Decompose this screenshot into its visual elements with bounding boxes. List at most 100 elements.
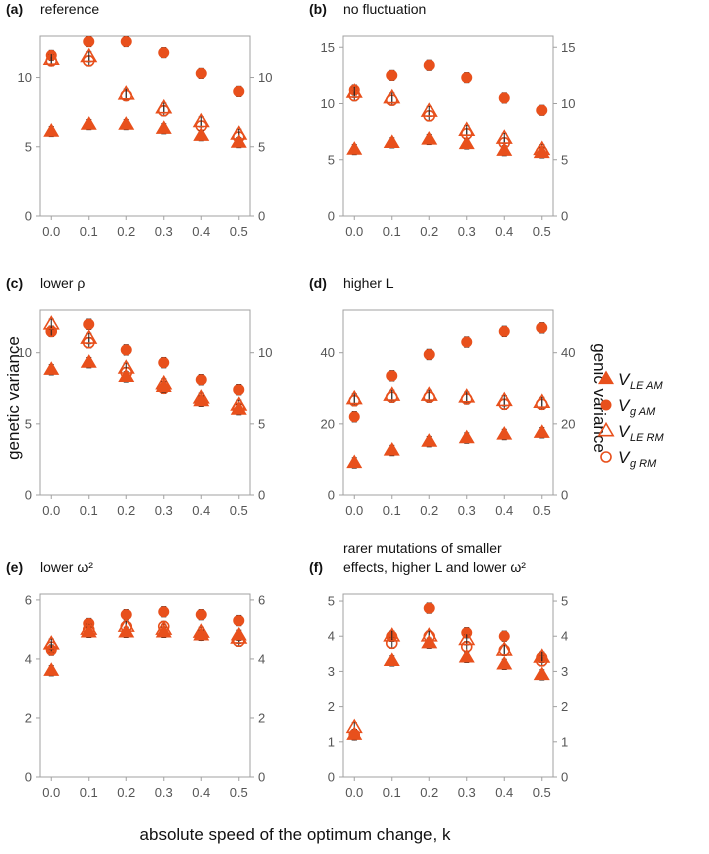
data-point-VLE_RM (80, 47, 98, 63)
x-tick-label: 0.2 (117, 224, 135, 239)
data-point-VLE_RM (495, 641, 513, 656)
series-Vg_RM (45, 620, 245, 653)
panel-letter: (e) (6, 559, 23, 575)
data-point-VLE_RM (383, 88, 401, 104)
x-tick-label: 0.0 (42, 224, 60, 239)
series-VLE_RM (42, 617, 248, 650)
y-tick-label-left: 40 (321, 345, 335, 360)
y-tick-label-right: 5 (258, 139, 265, 154)
series-Vg_RM (45, 325, 245, 414)
data-point-VLE_RM (533, 648, 551, 663)
x-tick-label: 0.3 (155, 224, 173, 239)
x-tick-label: 0.3 (155, 503, 173, 518)
legend-sublabel: LE RM (630, 432, 664, 444)
data-point-Vg_AM (233, 85, 245, 97)
x-axis-title: absolute speed of the optimum change, k (140, 825, 451, 844)
panel-title: effects, higher L and lower ω² (343, 559, 526, 575)
y-tick-label-right: 40 (561, 345, 575, 360)
y-tick-label-right: 10 (258, 345, 272, 360)
data-point-VLE_RM (80, 329, 98, 344)
legend-item-VLE_AM: V LE AM (598, 370, 663, 392)
x-tick-label: 0.2 (117, 503, 135, 518)
data-point-Vg_AM (158, 357, 170, 369)
data-point-VLE_RM (533, 393, 551, 408)
data-point-VLE_AM (458, 135, 475, 150)
x-tick-label: 0.3 (458, 224, 476, 239)
data-point-VLE_AM (80, 623, 97, 638)
data-point-VLE_AM (155, 623, 172, 638)
panel-e: (e) lower ω² 0 0 2 2 4 4 6 6 0.0 0.1 0.2 0.3 0.4 0.5 (6, 559, 265, 800)
y-tick-label-left: 0 (25, 770, 32, 785)
y-tick-label-right: 4 (258, 651, 265, 666)
data-point-VLE_AM (496, 142, 513, 156)
legend-label: V (618, 422, 631, 441)
y-tick-label-right: 0 (258, 488, 265, 503)
data-point-VLE_RM (155, 98, 173, 114)
legend-label: V (618, 448, 631, 467)
data-point-Vg_AM (120, 36, 132, 48)
series-VLE_RM (345, 386, 551, 409)
series-Vg_RM (348, 89, 548, 158)
x-tick-label: 0.1 (383, 785, 401, 800)
y-tick-label-left: 15 (321, 40, 335, 55)
data-point-Vg_AM (536, 322, 548, 334)
data-point-VLE_RM (383, 627, 401, 642)
data-point-VLE_AM (383, 134, 400, 149)
data-point-VLE_AM (43, 662, 60, 676)
panel-title: lower ω² (40, 559, 93, 575)
y-tick-label-right: 10 (258, 70, 272, 85)
y-tick-label-left: 2 (328, 699, 335, 714)
data-point-VLE_RM (345, 389, 363, 405)
panel-frame (39, 309, 251, 496)
data-point-Vg_AM (498, 630, 510, 642)
y-tick-label-left: 4 (25, 651, 32, 666)
panel-f: (f) rarer mutations of smaller effects, hi… (309, 540, 568, 800)
data-point-Vg_AM (536, 104, 548, 116)
x-tick-label: 0.5 (230, 785, 248, 800)
data-point-VLE_RM (495, 391, 513, 407)
y-tick-label-right: 0 (561, 209, 568, 224)
data-point-VLE_AM (43, 123, 60, 137)
x-tick-label: 0.1 (80, 503, 98, 518)
legend-sublabel: g AM (630, 406, 656, 418)
y-tick-label-right: 3 (561, 664, 568, 679)
data-point-VLE_AM (118, 116, 135, 130)
y-tick-label-left: 20 (321, 416, 335, 431)
y-tick-label-right: 5 (258, 416, 265, 431)
y-tick-label-right: 15 (561, 40, 575, 55)
y-tick-label-left: 10 (18, 70, 32, 85)
data-point-VLE_AM (118, 623, 135, 638)
y-tick-label-right: 2 (561, 699, 568, 714)
data-point-Vg_AM (386, 69, 398, 81)
y-tick-label-left: 2 (25, 710, 32, 725)
data-point-VLE_AM (346, 726, 363, 740)
data-point-VLE_AM (346, 454, 363, 469)
data-point-Vg_AM (423, 59, 435, 71)
y-tick-label-right: 10 (561, 96, 575, 111)
series-VLE_AM (346, 634, 550, 741)
y-tick-label-right: 5 (561, 152, 568, 167)
data-point-Vg_AM (83, 318, 95, 330)
legend-marker (600, 451, 612, 463)
legend-sublabel: g RM (630, 458, 657, 470)
x-tick-label: 0.0 (345, 785, 363, 800)
legend-label: V (618, 370, 631, 389)
x-tick-label: 0.5 (533, 785, 551, 800)
x-tick-label: 0.0 (345, 503, 363, 518)
panel-letter: (f) (309, 559, 323, 575)
data-point-Vg_AM (498, 92, 510, 104)
y-tick-label-right: 4 (561, 629, 568, 644)
data-point-Vg_AM (233, 384, 245, 396)
y-tick-label-right: 0 (561, 770, 568, 785)
x-tick-label: 0.5 (230, 503, 248, 518)
y-axis-title-left: genetic variance (4, 336, 23, 460)
x-tick-label: 0.2 (117, 785, 135, 800)
x-tick-label: 0.5 (230, 224, 248, 239)
data-point-VLE_AM (155, 120, 172, 134)
data-point-VLE_AM (383, 442, 400, 456)
data-point-VLE_AM (421, 131, 438, 145)
panel-frame (39, 593, 251, 778)
